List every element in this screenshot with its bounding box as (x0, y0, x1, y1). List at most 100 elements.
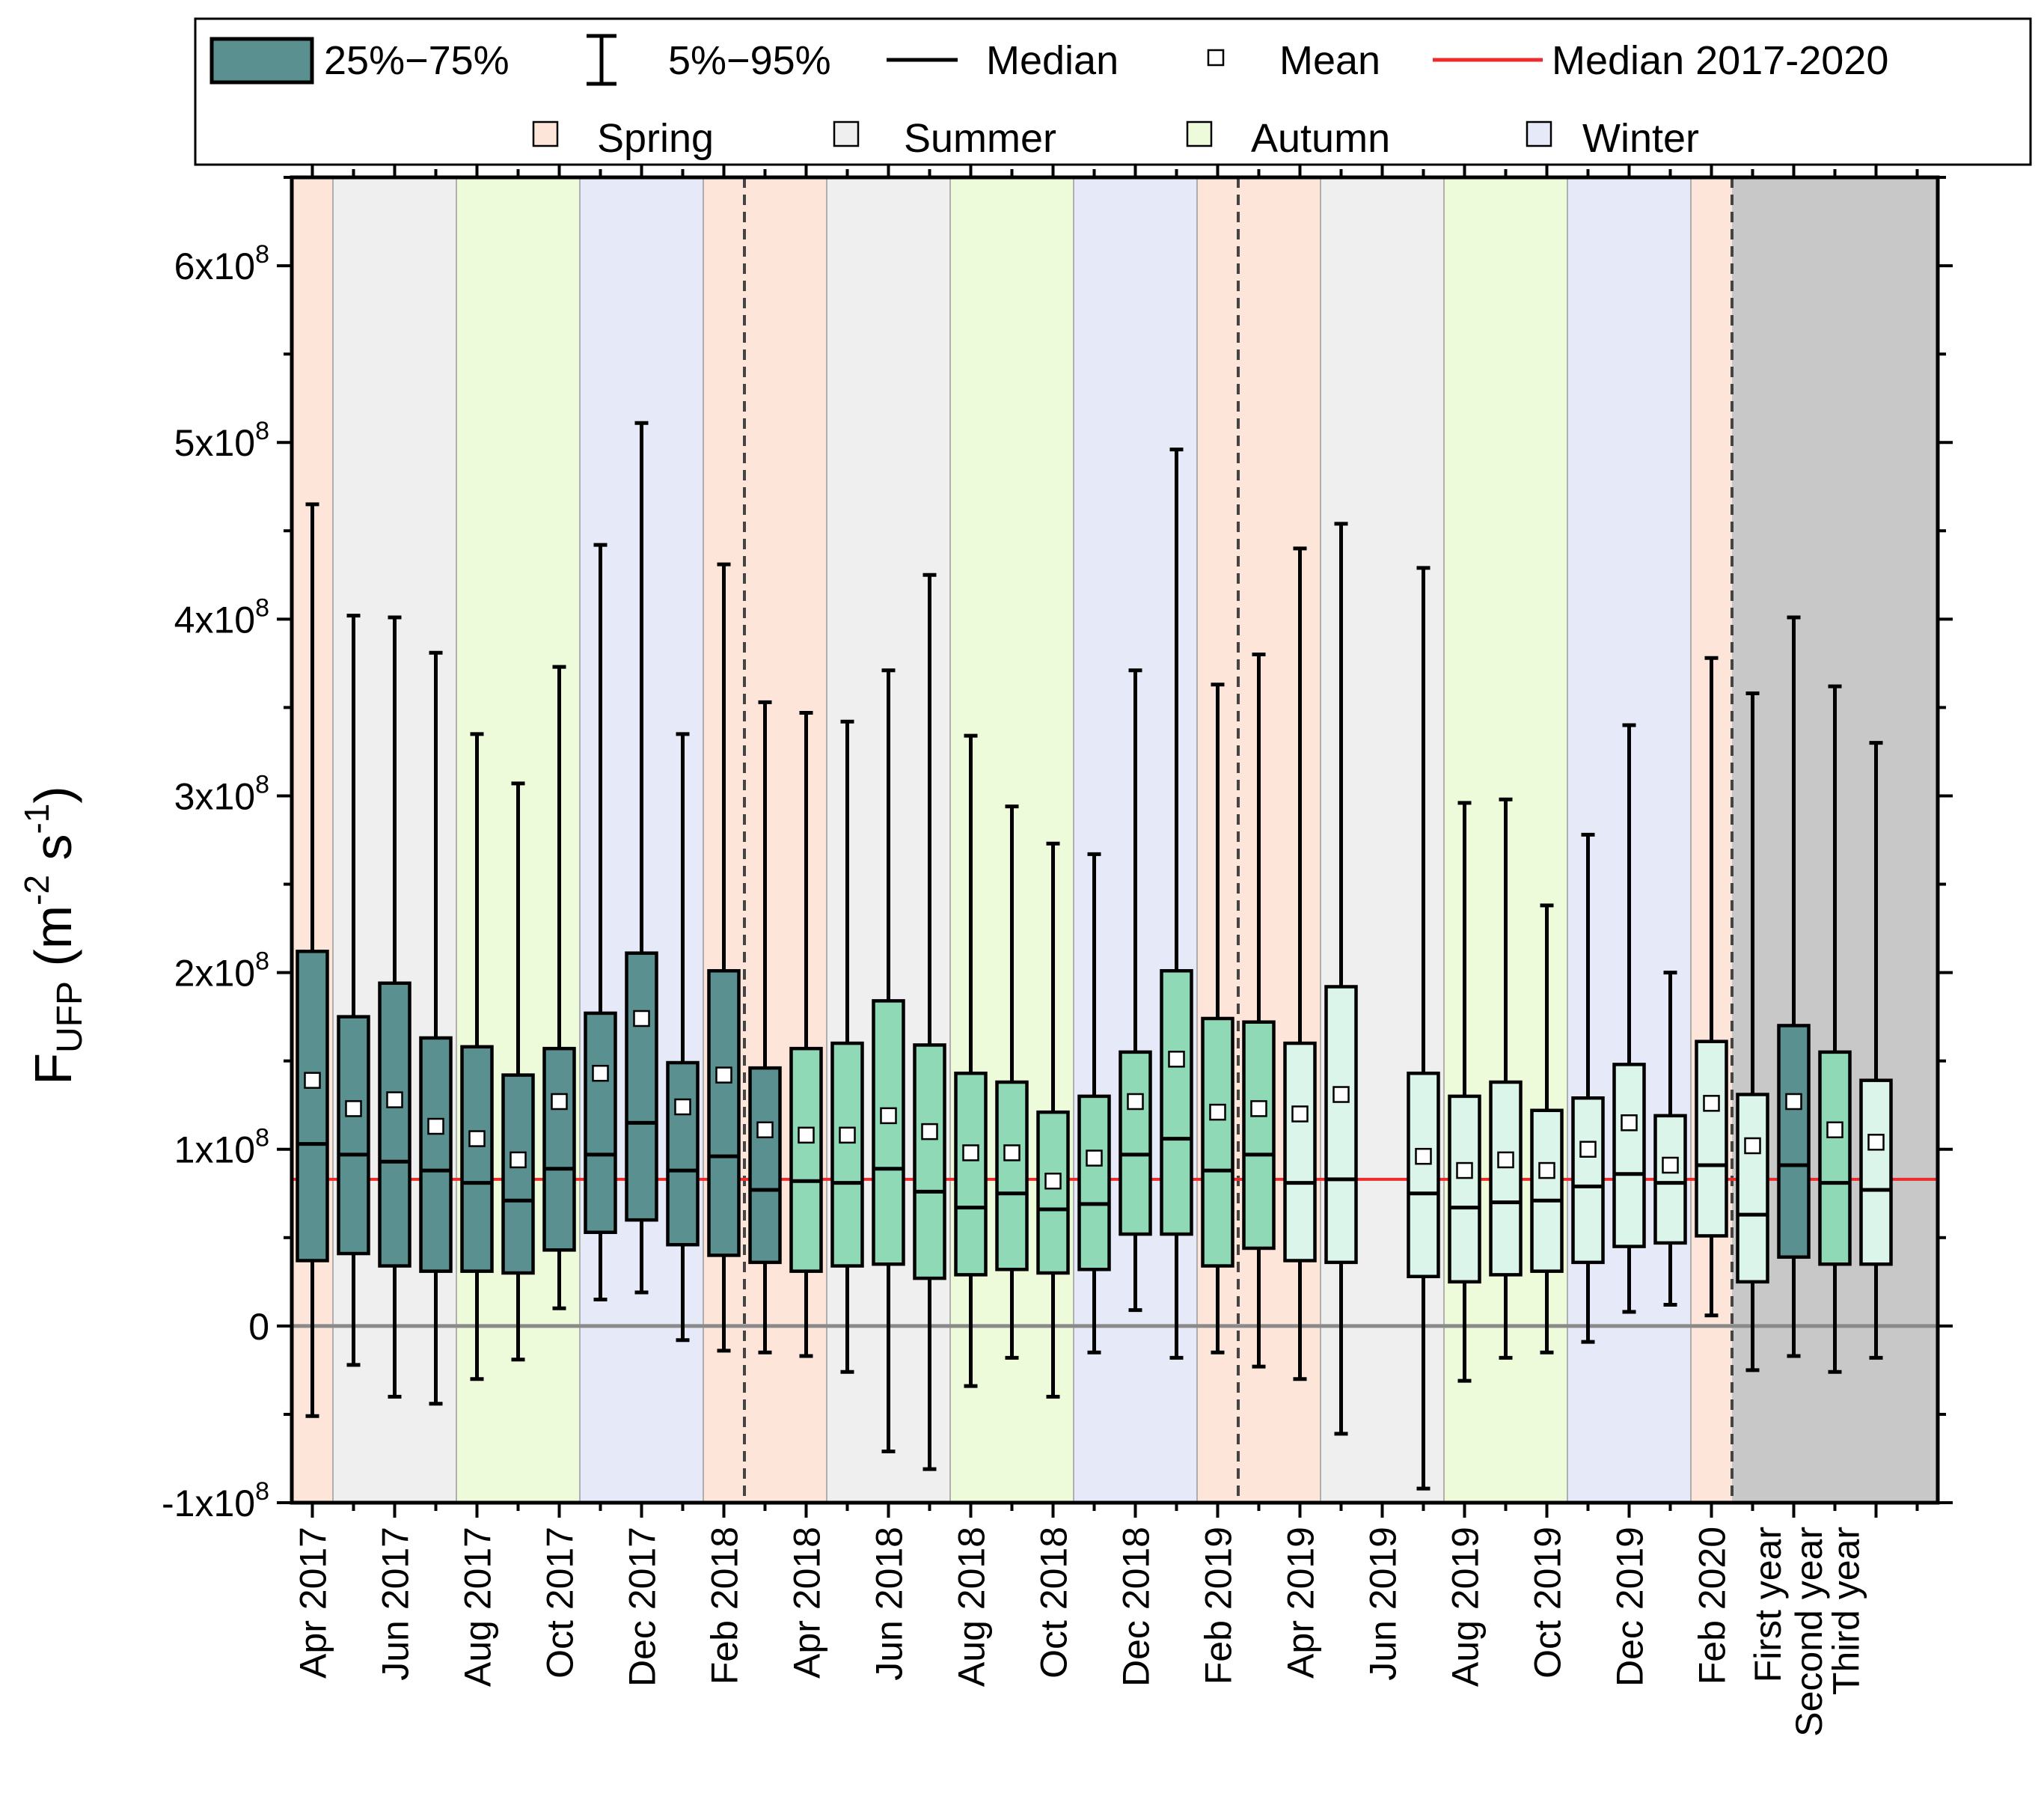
box-mean-marker (880, 1107, 897, 1125)
box-iqr (378, 981, 411, 1268)
box-2 (296, 502, 329, 1418)
box-iqr (584, 1011, 617, 1234)
box-mean-marker (1621, 1114, 1638, 1132)
y-tick-label: 1x108 (174, 1124, 269, 1171)
x-tick-label: First year (1747, 1527, 1789, 1682)
box-iqr (995, 1080, 1029, 1271)
box-40 (1859, 741, 1893, 1360)
legend-swatch-autumn (1186, 120, 1213, 147)
x-tick-label: Feb 2020 (1692, 1527, 1734, 1685)
x-tick-label: Apr 2017 (293, 1527, 334, 1679)
axes (277, 162, 1953, 1518)
y-tick-exponent: 8 (255, 947, 269, 976)
box-24 (1201, 682, 1234, 1355)
legend-label-mean: Mean (1279, 38, 1380, 83)
y-axis-unit-open: (m (24, 906, 82, 981)
box-21 (1077, 852, 1111, 1355)
legend: 25%−75% 5%−95% Median Mean Median 2017-2… (194, 17, 2032, 166)
x-tick-label: Second year (1788, 1527, 1830, 1737)
box-mean-marker (468, 1130, 486, 1147)
box-mean-marker (756, 1121, 774, 1139)
box-mean-marker (1456, 1161, 1473, 1179)
y-tick-exponent: 8 (255, 593, 269, 622)
legend-frame (194, 17, 2032, 166)
box-23 (1160, 448, 1193, 1360)
x-tick-label: Jun 2019 (1362, 1527, 1404, 1681)
x-tick-label: Dec 2019 (1609, 1527, 1651, 1687)
box-mean-marker (1332, 1086, 1350, 1103)
box-iqr (419, 1036, 453, 1273)
box-mean-marker (633, 1010, 650, 1027)
x-tick-label: Third year (1825, 1527, 1867, 1695)
box-mean-marker (798, 1126, 815, 1144)
box-iqr (1612, 1063, 1646, 1248)
box-iqr (1448, 1094, 1481, 1284)
box-22 (1119, 668, 1152, 1313)
box-mean-marker (1703, 1095, 1720, 1112)
y-tick-mantissa: 0 (248, 1306, 269, 1348)
y-axis-unit-mid: s (24, 834, 82, 875)
box-mean-marker (1209, 1103, 1226, 1121)
box-mean-marker (1168, 1051, 1185, 1068)
box-iqr (1530, 1108, 1564, 1273)
box-mean-marker (345, 1100, 362, 1117)
box-26 (1283, 546, 1317, 1381)
legend-swatch-iqr (209, 37, 314, 85)
box-29 (1407, 566, 1440, 1491)
box-mean-marker (592, 1064, 609, 1082)
box-32 (1530, 903, 1564, 1355)
box-mean-marker (1497, 1151, 1514, 1169)
legend-label-spring: Spring (597, 116, 714, 161)
box-iqr (1201, 1016, 1234, 1268)
plot-frame (290, 175, 1940, 1505)
box-20 (1036, 841, 1070, 1399)
x-tick-label: Aug 2019 (1445, 1527, 1487, 1687)
legend-whisker-icon (587, 34, 616, 86)
y-axis-symbol: F (24, 1053, 82, 1085)
tick-labels: -1x10801x1082x1083x1084x1085x1086x108Apr… (162, 240, 1867, 1737)
box-iqr (789, 1046, 823, 1273)
box-iqr (1160, 968, 1193, 1236)
box-mean-marker (1127, 1093, 1144, 1111)
box-iqr (830, 1041, 864, 1268)
x-tick-label: Dec 2017 (622, 1527, 664, 1687)
boxes-layer (296, 421, 1893, 1491)
y-tick-label: 5x108 (174, 417, 269, 464)
legend-label-median: Median (986, 38, 1119, 83)
legend-label-median-2017-2020: Median 2017-2020 (1552, 38, 1888, 83)
box-iqr (913, 1043, 946, 1280)
box-iqr (707, 968, 741, 1257)
box-iqr (666, 1060, 700, 1247)
box-10 (625, 421, 658, 1295)
box-3 (337, 614, 370, 1367)
box-iqr (337, 1015, 370, 1256)
box-iqr (1489, 1080, 1523, 1277)
legend-swatch-summer (833, 120, 860, 147)
box-25 (1242, 653, 1276, 1369)
y-tick-label: 3x108 (174, 770, 269, 817)
box-iqr (1653, 1114, 1687, 1245)
box-37 (1736, 691, 1769, 1372)
box-iqr (542, 1046, 576, 1252)
box-iqr (748, 1066, 782, 1265)
legend-label-iqr: 25%−75% (324, 38, 510, 83)
box-mean-marker (427, 1117, 444, 1135)
box-mean-marker (386, 1091, 403, 1108)
box-mean-marker (1003, 1144, 1021, 1161)
y-axis-subscript: UFP (50, 981, 90, 1053)
box-iqr (1324, 985, 1358, 1265)
box-9 (584, 543, 617, 1301)
box-5 (419, 650, 453, 1406)
box-mean-marker (551, 1093, 568, 1111)
box-34 (1612, 723, 1646, 1314)
box-4 (378, 615, 411, 1399)
box-mean-marker (510, 1151, 527, 1169)
box-iqr (1818, 1050, 1852, 1266)
box-39 (1818, 684, 1852, 1374)
x-tick-label: Apr 2018 (786, 1527, 828, 1679)
y-axis-unit-exp2: -1 (17, 804, 56, 834)
legend-label-summer: Summer (904, 116, 1056, 161)
box-7 (501, 781, 535, 1362)
y-axis-title: FUFP (m-2 s-1) (17, 786, 90, 1084)
